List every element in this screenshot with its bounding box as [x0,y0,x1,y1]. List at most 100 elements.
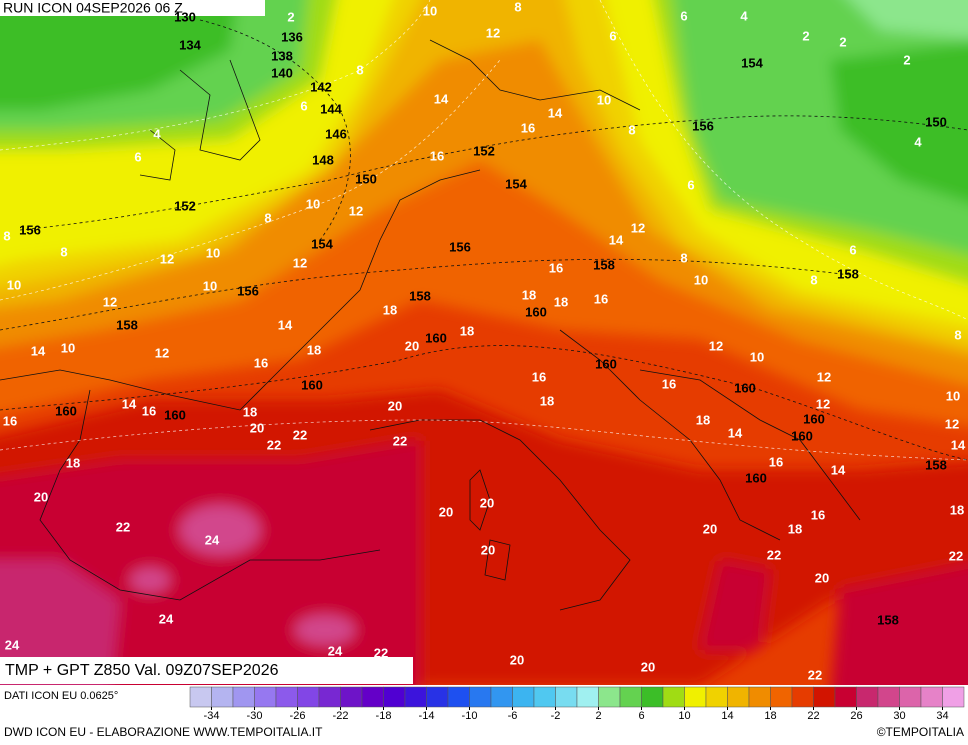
geopotential-label: 130 [174,9,196,24]
temperature-label: 22 [767,547,781,562]
temperature-label: 18 [554,294,568,309]
legend-tick-label: 26 [850,710,862,722]
legend-swatch [533,686,556,708]
legend-swatch [211,686,234,708]
legend-swatch [361,686,384,708]
geopotential-label: 158 [116,317,138,332]
legend-tick-label: 2 [595,710,601,722]
temperature-label: 12 [160,251,174,266]
temperature-label: 12 [155,345,169,360]
legend-tick-label: -22 [333,710,349,722]
temperature-label: 14 [728,425,743,440]
temperature-label: 20 [34,489,48,504]
legend-tick-label: -6 [508,710,518,722]
temperature-label: 16 [662,376,676,391]
temperature-label: 16 [769,454,783,469]
legend-swatch [555,686,578,708]
geopotential-label: 154 [741,55,763,70]
geopotential-label: 158 [409,288,431,303]
geopotential-label: 160 [745,470,767,485]
legend-swatch [748,686,771,708]
temperature-label: 18 [383,302,397,317]
legend-tick-label: 14 [721,710,733,722]
temperature-label: 12 [817,369,831,384]
temperature-label: 8 [954,327,961,342]
temperature-label: 8 [810,272,817,287]
geopotential-contours [0,19,968,461]
geopotential-label: 150 [355,171,377,186]
run-title: RUN ICON 04SEP2026 06 Z [3,0,183,16]
geopotential-label: 138 [271,48,293,63]
temperature-label: 4 [740,8,748,23]
temperature-label: 10 [7,277,21,292]
legend-swatch [877,686,900,708]
legend-tick-label: -18 [376,710,392,722]
temperature-label: 10 [597,92,611,107]
legend-tick-label: -10 [462,710,478,722]
legend-swatch [856,686,879,708]
temperature-label: 10 [750,349,764,364]
geopotential-label: 134 [179,37,201,52]
legend-swatch [598,686,621,708]
legend-swatch [426,686,449,708]
legend-tick-label: -34 [204,710,220,722]
legend-swatch [404,686,427,708]
legend-swatch [834,686,857,708]
geopotential-label: 160 [55,403,77,418]
map-field [0,0,968,685]
geopotential-label: 160 [791,428,813,443]
temperature-label: 10 [946,388,960,403]
geopotential-label: 158 [593,257,615,272]
legend-swatch [189,686,212,708]
temperature-label: 8 [514,0,521,14]
geopotential-label: 160 [525,304,547,319]
temperature-label: 20 [815,570,829,585]
temperature-label: 12 [816,396,830,411]
temperature-label: 10 [694,272,708,287]
temperature-label: 12 [945,416,959,431]
temperature-label: 8 [3,228,10,243]
temperature-label: 22 [393,433,407,448]
geopotential-label: 160 [803,411,825,426]
geopotential-label: 160 [734,380,756,395]
geopotential-label: 160 [164,407,186,422]
temperature-label: 16 [811,507,825,522]
temperature-label: 10 [206,245,220,260]
temperature-label: 10 [423,3,437,18]
legend-swatch [340,686,363,708]
legend-swatch [727,686,750,708]
temperature-label: 24 [159,611,174,626]
geopotential-label: 156 [449,239,471,254]
legend-tick-label: 6 [638,710,644,722]
legend-swatch [662,686,685,708]
temperature-label: 22 [949,548,963,563]
temperature-label: 8 [264,210,271,225]
copyright: ©TEMPOITALIA [877,725,964,739]
temperature-label: 20 [510,652,524,667]
legend-swatch [447,686,470,708]
temperature-label: 6 [680,8,687,23]
legend-tick-label: 10 [678,710,690,722]
temperature-label: 20 [703,521,717,536]
temperature-label: 24 [205,532,220,547]
temperature-label: 8 [680,250,687,265]
geopotential-label: 152 [174,198,196,213]
temperature-label: 18 [243,404,257,419]
legend-swatch [684,686,707,708]
color-legend: -34 -30 -26 -22 -18 -14 -10 -6 -2 2 6 10 14 18 22 26 30 3… [189,686,965,722]
temperature-label: 16 [430,148,444,163]
geopotential-label: 156 [237,283,259,298]
temperature-label: 2 [287,9,294,24]
legend-tick-label: 18 [764,710,776,722]
geopotential-label: 150 [925,114,947,129]
legend-swatch [791,686,814,708]
temperature-label: 8 [356,62,363,77]
legend-swatch [318,686,341,708]
temperature-label: 8 [628,122,635,137]
temperature-label: 10 [306,196,320,211]
legend-swatch [770,686,793,708]
temperature-label: 14 [122,396,137,411]
geopotential-label: 140 [271,65,293,80]
temperature-label: 20 [439,504,453,519]
